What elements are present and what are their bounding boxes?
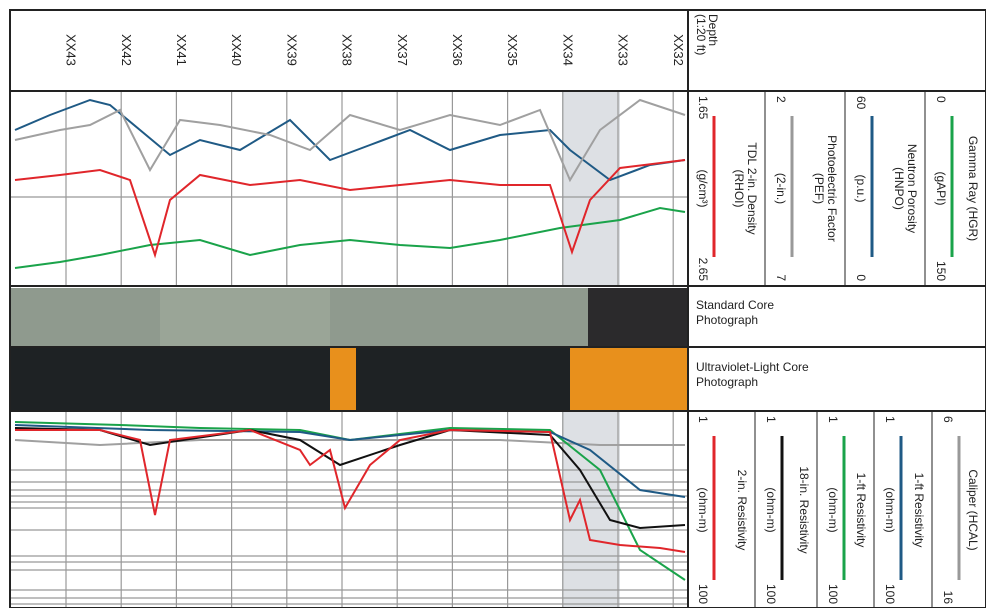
scale-unit: (ohm-m) (826, 487, 840, 532)
depth-label: XX38 (340, 34, 355, 66)
track-header: 1-ft Resistivity 1 (ohm-m) 100 (883, 416, 926, 604)
depth-label-group: XX34 (560, 34, 575, 66)
curve-title: Neutron Porosity (905, 144, 919, 233)
scale-unit: (ohm-m) (883, 487, 897, 532)
scale-unit: (ohm-m) (696, 487, 710, 532)
track-header: 2-in. Resistivity 1 (ohm-m) 100 (696, 416, 749, 604)
depth-label: XX39 (284, 34, 299, 66)
track-header: Gamma Ray (HGR) 0 (gAPI) 150 (934, 96, 980, 281)
depth-label: XX37 (395, 34, 410, 66)
depth-label-group: XX39 (284, 34, 299, 66)
track-header: Caliper (HCAL) 6 16 (941, 416, 980, 604)
core-photo (588, 288, 688, 346)
frame (9, 9, 986, 608)
scale-max: 100 (696, 584, 710, 604)
scale-unit: (p.u.) (854, 174, 868, 202)
curve-title: (RHOI) (732, 170, 746, 208)
depth-title: (1:20 ft) (694, 14, 708, 55)
depth-label-group: XX43 (64, 34, 79, 66)
track-header: Photoelectric Factor(PEF) 2 (2-in.) 7 (774, 96, 839, 281)
scale-max: 2.65 (696, 258, 710, 282)
scale-max: 100 (764, 584, 778, 604)
depth-label: XX34 (560, 34, 575, 66)
depth-label: XX41 (174, 34, 189, 66)
border (9, 9, 986, 608)
grids (10, 92, 688, 608)
curve-title: TDL 2-in. Density (745, 142, 759, 234)
curve-title: 1-ft Resistivity (854, 473, 868, 548)
depth-label: XX35 (505, 34, 520, 66)
depth-label: XX42 (119, 34, 134, 66)
scale-min: 1 (696, 416, 710, 423)
labels: XX43 XX42 XX41 XX40 XX39 XX38 XX37 XX36 XX35 XX34… (64, 14, 980, 608)
curve-title: 18-in. Resistivity (797, 466, 811, 553)
track-header: TDL 2-in. Density(RHOI) 1.65 (g/cm³) 2.65 (696, 96, 759, 281)
photo-label: Ultraviolet-Light Core Photograph (696, 360, 809, 389)
scale-min: 1 (883, 416, 897, 423)
depth-label-group: XX36 (450, 34, 465, 66)
uv-photo (330, 348, 356, 410)
scale-unit: (2-in.) (774, 173, 788, 204)
curve-title: (HNPO) (892, 167, 906, 210)
scale-max: 0 (854, 274, 868, 281)
scale-min: 1 (764, 416, 778, 423)
curves (14, 98, 686, 581)
resistivity-curve (15, 428, 686, 553)
scale-min: 6 (941, 416, 955, 423)
scale-min: 60 (854, 96, 868, 110)
scale-min: 1 (826, 416, 840, 423)
scale-min: 0 (934, 96, 948, 103)
scale-unit: (ohm-m) (764, 487, 778, 532)
depth-label-group: XX41 (174, 34, 189, 66)
depth-label-group: XX35 (505, 34, 520, 66)
gamma-curve (14, 206, 686, 269)
depth-header: Depth(1:20 ft) (694, 14, 720, 55)
depth-label: XX40 (229, 34, 244, 66)
curve-title: (PEF) (812, 173, 826, 204)
scale-max: 100 (826, 584, 840, 604)
depth-label-group: XX37 (395, 34, 410, 66)
depth-label-group: XX32 (671, 34, 686, 66)
pef-curve (14, 98, 686, 183)
scale-max: 150 (934, 261, 948, 281)
scale-unit: (g/cm³) (696, 170, 710, 208)
scale-min: 2 (774, 96, 788, 103)
curve-title: Gamma Ray (HGR) (966, 136, 980, 241)
track-header: 1-ft Resistivity 1 (ohm-m) 100 (826, 416, 868, 604)
curve-title: 2-in. Resistivity (735, 470, 749, 551)
scale-max: 100 (883, 584, 897, 604)
depth-label-group: XX33 (616, 34, 631, 66)
resistivity-curve (14, 427, 686, 530)
curve-title: Photoelectric Factor (825, 135, 839, 242)
density-curve (14, 159, 686, 259)
depth-label-group: XX42 (119, 34, 134, 66)
neutron-curve (14, 98, 686, 182)
core-photo (160, 288, 330, 346)
scale-min: 1.65 (696, 96, 710, 120)
track-header: Neutron Porosity(HNPO) 60 (p.u.) 0 (854, 96, 919, 281)
depth-label: XX43 (64, 34, 79, 66)
depth-label: XX36 (450, 34, 465, 66)
depth-title: Depth (706, 14, 720, 46)
depth-label: XX33 (616, 34, 631, 66)
curve-title: 1-ft Resistivity (912, 473, 926, 548)
photo-label: Standard Core Photograph (696, 298, 774, 327)
depth-label-group: XX38 (340, 34, 355, 66)
scale-unit: (gAPI) (934, 171, 948, 205)
depth-label-group: XX40 (229, 34, 244, 66)
track-header: 18-in. Resistivity 1 (ohm-m) 100 (764, 416, 811, 604)
scale-max: 16 (941, 591, 955, 605)
curve-title: Caliper (HCAL) (966, 469, 980, 550)
uv-photo (570, 348, 688, 410)
depth-label: XX32 (671, 34, 686, 66)
scale-max: 7 (774, 274, 788, 281)
